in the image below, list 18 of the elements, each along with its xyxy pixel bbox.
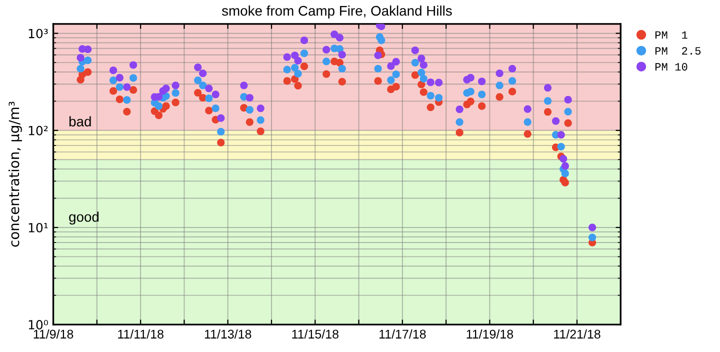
y-tick-label: 10⁰: [28, 320, 48, 330]
band-label: bad: [69, 116, 91, 126]
y-tick-label: 10²: [28, 126, 48, 136]
band-label: good: [69, 212, 99, 225]
x-tick-label: 11/19/18: [466, 329, 514, 339]
x-tick-label: 11/17/18: [380, 329, 426, 339]
y-tick-label: 10¹: [28, 222, 48, 232]
x-tick-label: 11/15/18: [292, 329, 338, 339]
chart-title: smoke from Camp Fire, Oakland Hills: [222, 6, 452, 18]
x-tick-label: 11/21/18: [554, 329, 600, 339]
x-tick-label: 11/13/18: [204, 329, 252, 339]
y-tick-label: 10³: [28, 28, 48, 38]
legend-label: PM 10: [655, 63, 688, 71]
x-tick-label: 11/11/18: [118, 329, 164, 339]
legend-label: PM 1: [655, 31, 688, 39]
y-axis-title: concentration, μg/m³: [8, 102, 22, 247]
legend-label: PM 2.5: [655, 47, 701, 55]
x-tick-label: 11/9/18: [34, 329, 74, 339]
